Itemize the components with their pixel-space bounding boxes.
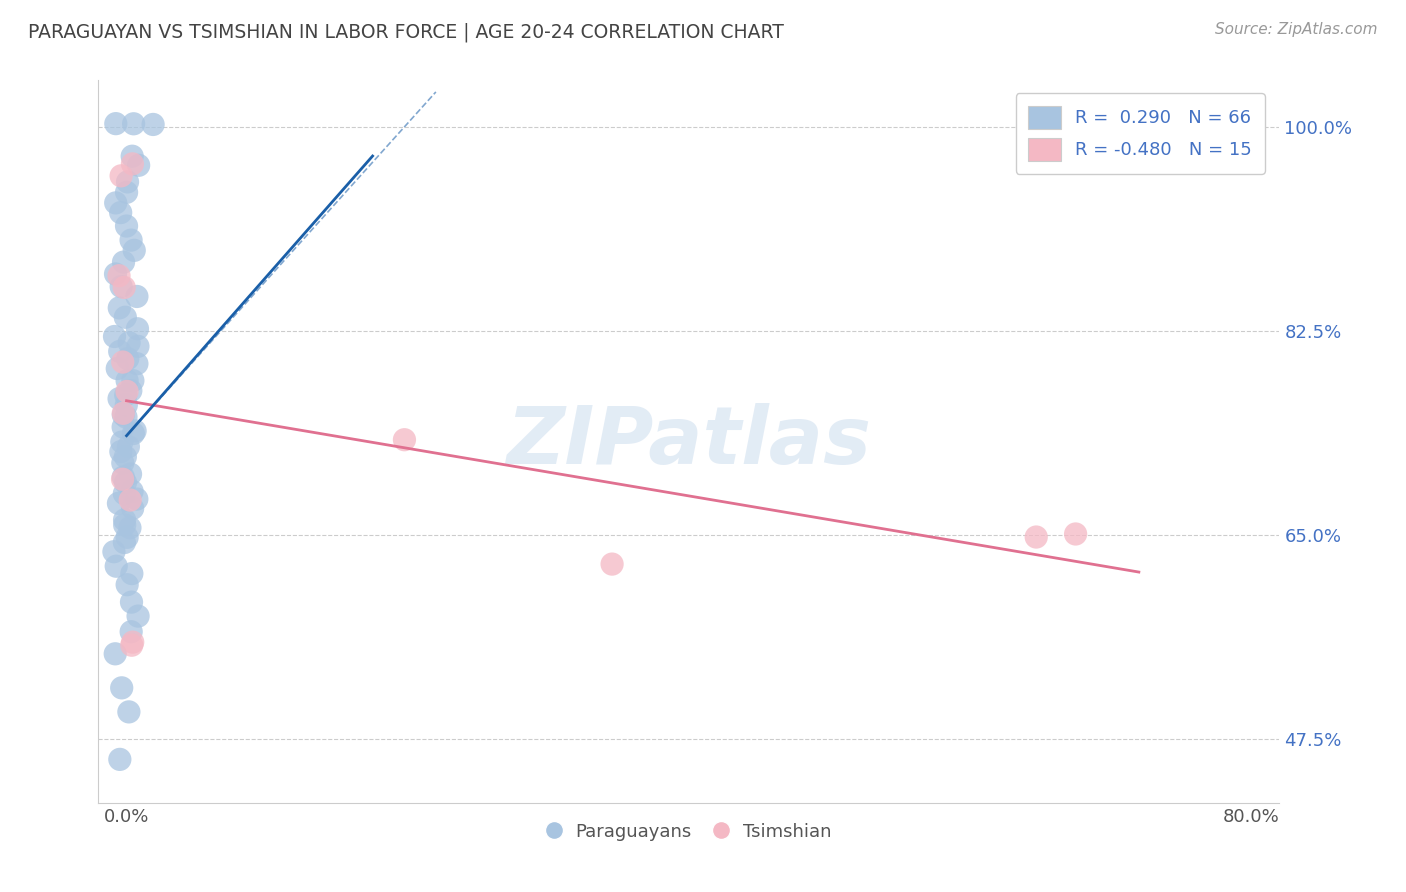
Point (121, 635, 143, 649)
Point (112, 470, 135, 484)
Point (104, 647, 127, 661)
Point (115, 410, 138, 425)
Point (112, 406, 135, 420)
Point (127, 322, 149, 336)
Point (114, 518, 136, 533)
Point (121, 638, 143, 652)
Point (117, 175, 139, 189)
Point (124, 424, 146, 438)
Point (114, 310, 136, 325)
Point (115, 398, 138, 412)
Point (120, 384, 142, 398)
Point (121, 157, 143, 171)
Point (111, 355, 134, 369)
Point (112, 280, 135, 294)
Point (112, 255, 135, 269)
Point (108, 344, 131, 359)
Point (115, 530, 138, 544)
Point (120, 233, 142, 247)
Point (122, 426, 145, 441)
Point (125, 289, 148, 303)
Point (104, 117, 127, 131)
Text: PARAGUAYAN VS TSIMSHIAN IN LABOR FORCE | AGE 20-24 CORRELATION CHART: PARAGUAYAN VS TSIMSHIAN IN LABOR FORCE |… (28, 22, 785, 42)
Point (108, 752, 131, 766)
Point (112, 420, 135, 434)
Point (1064, 527, 1087, 541)
Point (105, 559, 128, 574)
Legend: Paraguayans, Tsimshian: Paraguayans, Tsimshian (540, 815, 838, 848)
Text: ZIPatlas: ZIPatlas (506, 402, 872, 481)
Point (115, 384, 138, 399)
Point (112, 535, 135, 549)
Point (111, 681, 134, 695)
Point (107, 496, 129, 510)
Point (114, 475, 136, 490)
Point (120, 467, 142, 482)
Point (105, 361, 128, 376)
Point (121, 484, 143, 499)
Point (121, 595, 143, 609)
Point (114, 388, 136, 402)
Point (122, 117, 145, 131)
Point (125, 357, 148, 371)
Point (108, 392, 131, 406)
Point (111, 435, 134, 450)
Point (108, 268, 131, 283)
Point (114, 513, 136, 527)
Point (121, 566, 143, 581)
Point (115, 219, 138, 233)
Point (104, 195, 127, 210)
Point (118, 705, 141, 719)
Point (142, 118, 165, 132)
Point (110, 444, 132, 458)
Point (115, 186, 138, 200)
Point (112, 486, 135, 500)
Point (120, 493, 142, 508)
Point (103, 545, 125, 559)
Point (121, 149, 143, 163)
Point (121, 501, 143, 516)
Point (111, 472, 134, 486)
Point (110, 279, 132, 293)
Point (111, 456, 134, 470)
Point (122, 244, 145, 258)
Point (127, 339, 149, 353)
Point (1025, 530, 1047, 544)
Point (600, 557, 623, 571)
Point (118, 521, 141, 535)
Point (108, 301, 131, 315)
Point (128, 158, 150, 172)
Point (122, 374, 145, 388)
Point (104, 267, 127, 281)
Point (115, 374, 138, 388)
Point (118, 335, 141, 350)
Point (112, 408, 135, 422)
Point (103, 329, 125, 343)
Point (115, 578, 138, 592)
Point (114, 450, 136, 464)
Point (125, 491, 148, 506)
Point (110, 169, 132, 183)
Point (117, 351, 139, 366)
Text: Source: ZipAtlas.com: Source: ZipAtlas.com (1215, 22, 1378, 37)
Point (117, 440, 139, 454)
Point (120, 624, 142, 639)
Point (110, 205, 132, 219)
Point (127, 609, 149, 624)
Point (394, 433, 416, 447)
